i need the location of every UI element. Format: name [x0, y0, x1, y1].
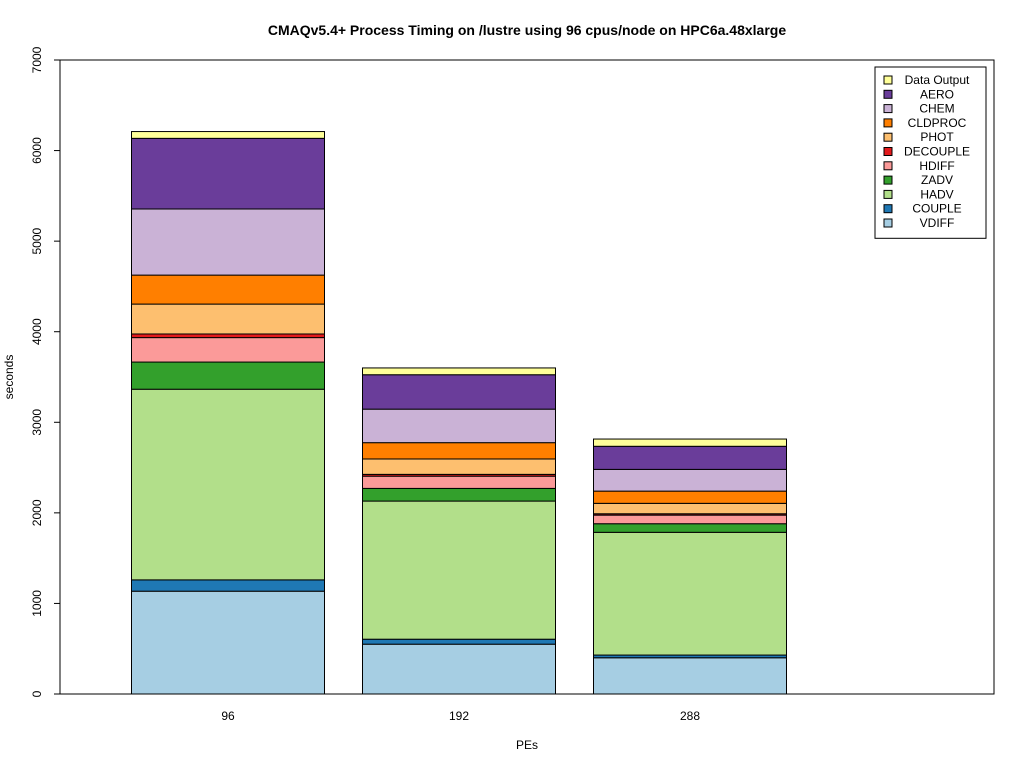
- bar-segment: [362, 475, 556, 489]
- x-axis-label: PEs: [516, 738, 538, 752]
- y-tick-label: 4000: [30, 318, 44, 345]
- bar-segment: [131, 131, 325, 139]
- bar-segment: [593, 438, 787, 447]
- bar-segment: [593, 514, 787, 525]
- bar-segment: [362, 487, 556, 502]
- legend: Data OutputAEROCHEMCLDPROCPHOTDECOUPLEHD…: [874, 66, 987, 239]
- y-tick-label: 3000: [30, 409, 44, 436]
- bar-segment: [131, 303, 325, 335]
- bar-segment: [593, 657, 787, 695]
- bar-segment: [593, 531, 787, 656]
- legend-label: HADV: [920, 187, 953, 201]
- legend-label: ZADV: [921, 173, 953, 187]
- bar-stack: [362, 367, 556, 695]
- bar-segment: [362, 500, 556, 640]
- x-tick-label: 96: [221, 709, 235, 723]
- legend-label: PHOT: [920, 130, 954, 144]
- bar-segment: [593, 523, 787, 533]
- legend-swatch: [883, 218, 893, 228]
- legend-label: CHEM: [919, 102, 954, 116]
- bar-segment: [131, 333, 325, 339]
- legend-swatch: [883, 161, 893, 171]
- legend-swatch: [883, 189, 893, 199]
- bar-segment: [362, 442, 556, 460]
- legend-swatch: [883, 118, 893, 128]
- y-tick-label: 1000: [30, 590, 44, 617]
- legend-label: HDIFF: [919, 159, 954, 173]
- bars: [131, 131, 787, 695]
- bar-segment: [362, 458, 556, 475]
- y-axis: 0 1000 2000 3000 4000 5000 6000 7000: [30, 46, 60, 697]
- legend-swatch: [883, 147, 893, 156]
- bar-segment: [131, 274, 325, 305]
- y-tick-label: 2000: [30, 499, 44, 526]
- bar-segment: [362, 408, 556, 444]
- bar-segment: [131, 579, 325, 592]
- bar-segment: [131, 208, 325, 276]
- y-tick-label: 5000: [30, 227, 44, 254]
- legend-label: CLDPROC: [908, 116, 967, 130]
- legend-swatch: [883, 75, 893, 85]
- x-tick-label: 288: [680, 709, 700, 723]
- bar-stack: [593, 438, 787, 695]
- chart-title: CMAQv5.4+ Process Timing on /lustre usin…: [268, 22, 787, 38]
- legend-label: DECOUPLE: [904, 145, 970, 159]
- bar-segment: [131, 337, 325, 363]
- bar-segment: [131, 388, 325, 581]
- bar-segment: [593, 490, 787, 504]
- legend-swatch: [883, 132, 893, 142]
- bar-segment: [593, 502, 787, 515]
- x-axis: 96 192 288: [221, 709, 700, 723]
- bar-stack: [131, 131, 325, 695]
- bar-segment: [362, 374, 556, 410]
- legend-label: Data Output: [905, 73, 970, 87]
- legend-label: VDIFF: [920, 216, 955, 230]
- bar-segment: [131, 361, 325, 390]
- bar-segment: [131, 590, 325, 695]
- y-tick-label: 0: [30, 690, 44, 697]
- y-axis-label: seconds: [2, 355, 16, 400]
- legend-swatch: [883, 89, 893, 99]
- bar-segment: [593, 445, 787, 470]
- y-tick-label: 7000: [30, 46, 44, 73]
- legend-swatch: [883, 175, 893, 185]
- legend-label: AERO: [920, 87, 954, 101]
- bar-segment: [362, 643, 556, 695]
- bar-segment: [362, 367, 556, 376]
- y-tick-label: 6000: [30, 137, 44, 164]
- bar-segment: [131, 137, 325, 210]
- bar-segment: [593, 468, 787, 492]
- x-tick-label: 192: [449, 709, 469, 723]
- legend-box: [874, 66, 987, 239]
- bar-segment: [362, 638, 556, 645]
- legend-label: COUPLE: [912, 202, 961, 216]
- legend-swatch: [883, 204, 893, 214]
- legend-swatch: [883, 104, 893, 114]
